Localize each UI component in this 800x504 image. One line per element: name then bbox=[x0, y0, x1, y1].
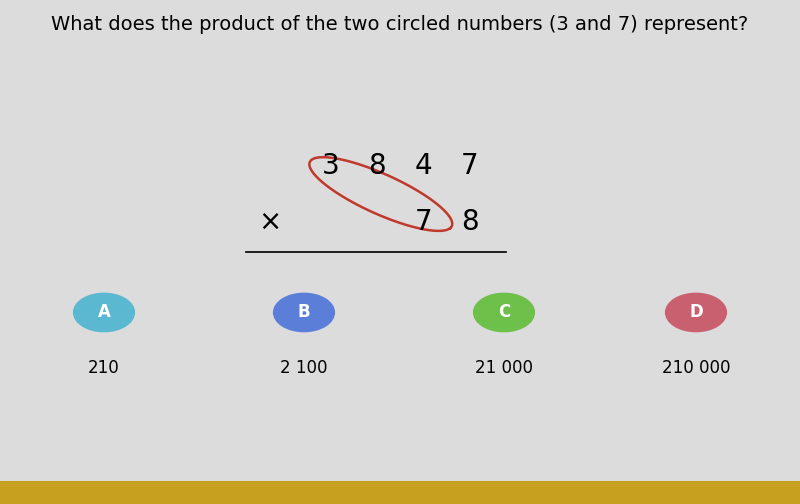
Text: D: D bbox=[689, 303, 703, 322]
Circle shape bbox=[74, 293, 134, 332]
Text: 8: 8 bbox=[461, 208, 478, 236]
Text: 210: 210 bbox=[88, 359, 120, 377]
Text: ×: × bbox=[258, 208, 282, 236]
Circle shape bbox=[474, 293, 534, 332]
Circle shape bbox=[274, 293, 334, 332]
Text: 4: 4 bbox=[414, 152, 432, 180]
Text: 3: 3 bbox=[322, 152, 339, 180]
Text: A: A bbox=[98, 303, 110, 322]
Bar bbox=[0, 481, 800, 504]
Text: B: B bbox=[298, 303, 310, 322]
Text: 2 100: 2 100 bbox=[280, 359, 328, 377]
Text: C: C bbox=[498, 303, 510, 322]
Text: 7: 7 bbox=[414, 208, 432, 236]
Text: 8: 8 bbox=[368, 152, 386, 180]
Circle shape bbox=[666, 293, 726, 332]
Text: What does the product of the two circled numbers (3 and 7) represent?: What does the product of the two circled… bbox=[51, 15, 749, 34]
Text: 21 000: 21 000 bbox=[475, 359, 533, 377]
Text: 210 000: 210 000 bbox=[662, 359, 730, 377]
Text: 7: 7 bbox=[461, 152, 478, 180]
